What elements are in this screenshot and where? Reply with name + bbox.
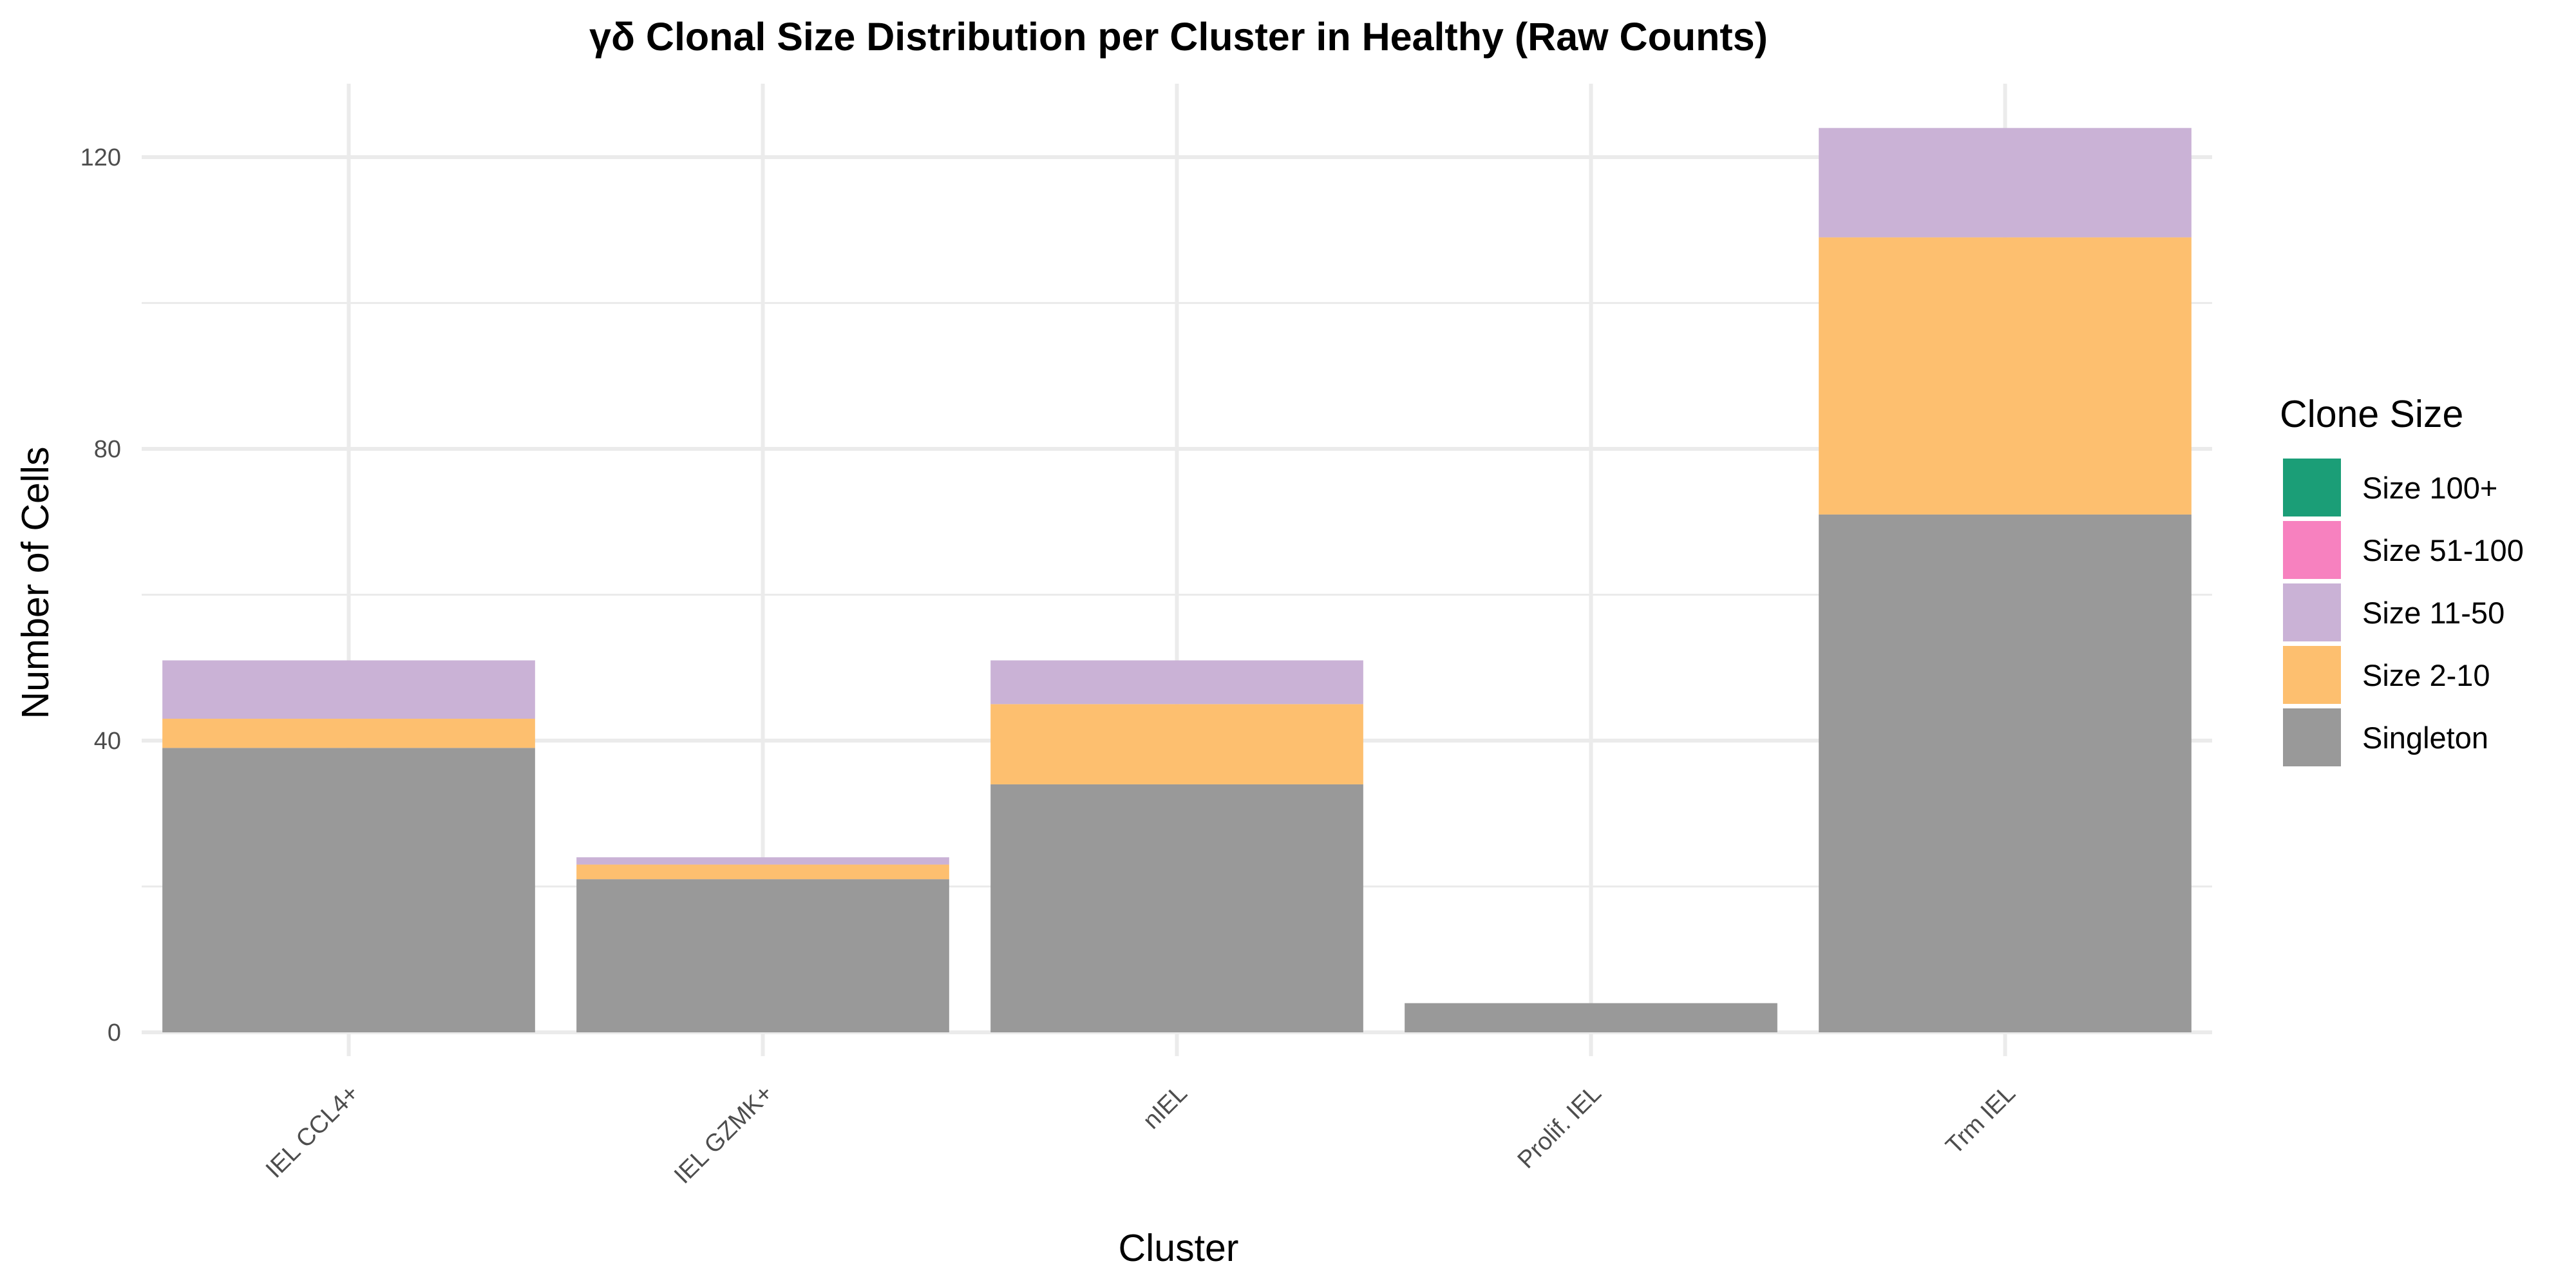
chart-title: γδ Clonal Size Distribution per Cluster … — [589, 15, 1768, 59]
legend-swatch — [2283, 521, 2341, 579]
x-tick-label: IEL CCL4+ — [261, 1080, 365, 1184]
x-tick-label: Trm IEL — [1941, 1080, 2021, 1160]
bar-segment-singleton — [1405, 1003, 1777, 1032]
bar-segment-size-2-10 — [162, 719, 535, 748]
legend-swatch — [2283, 459, 2341, 516]
bar-segment-size-11-50 — [1819, 128, 2192, 238]
x-tick-label: nIEL — [1138, 1080, 1193, 1135]
legend-label: Size 2-10 — [2362, 658, 2490, 692]
legend-label: Size 51-100 — [2362, 533, 2524, 567]
y-axis-ticks: 0 40 80 120 — [80, 144, 121, 1046]
y-axis-title: Number of Cells — [14, 447, 57, 719]
bar-segment-singleton — [576, 879, 949, 1032]
bar-segment-size-11-50 — [990, 660, 1363, 705]
legend-label: Size 100+ — [2362, 471, 2497, 505]
bar-segment-size-2-10 — [576, 864, 949, 880]
legend: Clone Size Size 100+ Size 51-100 Size 11-5… — [2280, 393, 2524, 766]
bars — [162, 128, 2192, 1032]
x-axis-ticks: IEL CCL4+ IEL GZMK+ nIEL Prolif. IEL Trm IEL — [261, 1080, 2021, 1189]
y-tick-label: 0 — [108, 1019, 121, 1046]
bar-segment-size-11-50 — [576, 857, 949, 865]
y-tick-label: 40 — [94, 728, 121, 755]
bar-segment-singleton — [162, 748, 535, 1032]
x-axis-title: Cluster — [1119, 1227, 1239, 1269]
bar-segment-size-2-10 — [1819, 237, 2192, 515]
legend-label: Size 11-50 — [2362, 596, 2505, 630]
x-tick-label: Prolif. IEL — [1513, 1080, 1607, 1174]
legend-title: Clone Size — [2280, 393, 2463, 435]
bar-segment-singleton — [990, 784, 1363, 1032]
legend-swatch — [2283, 583, 2341, 641]
legend-swatch — [2283, 708, 2341, 766]
x-tick-label: IEL GZMK+ — [669, 1080, 779, 1189]
bar-segment-size-2-10 — [990, 704, 1363, 784]
legend-swatch — [2283, 646, 2341, 704]
y-tick-label: 80 — [94, 436, 121, 463]
bar-segment-singleton — [1819, 514, 2192, 1032]
bar-segment-size-11-50 — [162, 660, 535, 719]
legend-label: Singleton — [2362, 721, 2488, 755]
y-tick-label: 120 — [80, 144, 121, 171]
